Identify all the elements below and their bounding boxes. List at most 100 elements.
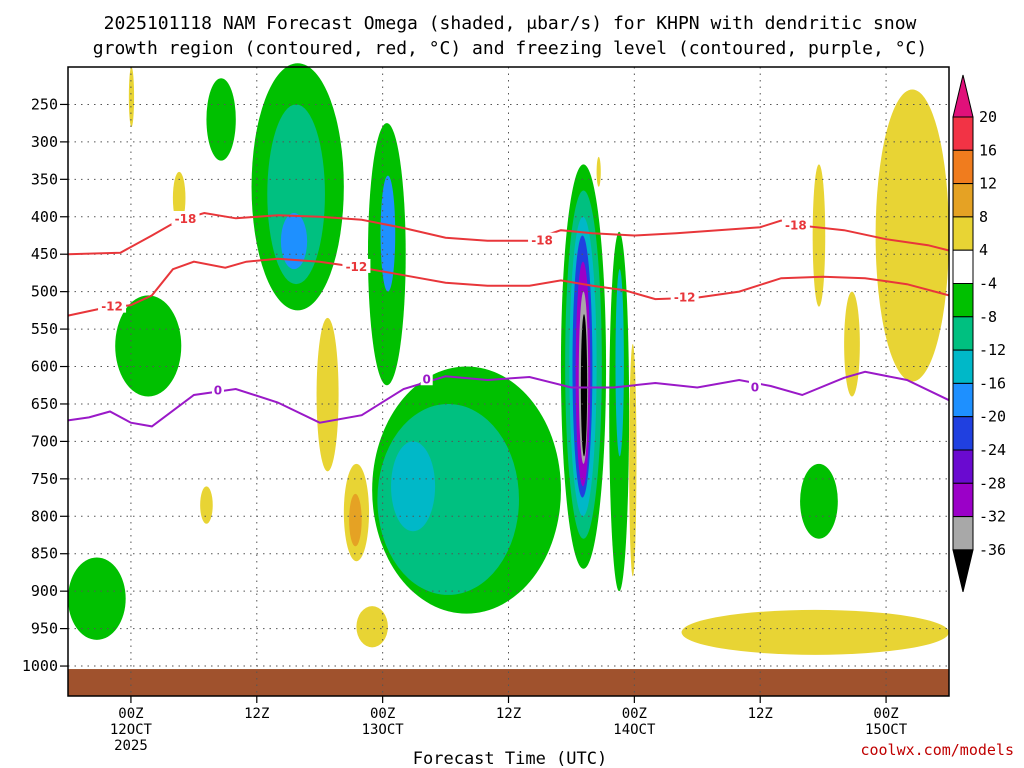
xtick-label-78-2: 15OCT [865, 722, 908, 738]
xtick-label-6-3: 2025 [114, 738, 148, 754]
colorbar-label-7: -8 [979, 308, 997, 326]
omega-region-upper-a [206, 78, 236, 161]
ytick-label-300: 300 [31, 133, 58, 151]
isotherm-minus-18-label-bg-1 [171, 211, 200, 226]
omega-region-main-b-core [380, 175, 396, 292]
colorbar-segment-1 [952, 116, 974, 151]
isotherm-minus-12-label-2: -12 [346, 260, 368, 274]
ytick-label-950: 950 [31, 620, 58, 638]
isotherm-minus-12-label-bg-2 [342, 258, 371, 273]
ytick-label-350: 350 [31, 170, 58, 188]
colorbar-segment-3 [952, 183, 974, 218]
colorbar-label-2: 16 [979, 141, 997, 159]
xtick-label-66-1: 12Z [748, 706, 773, 722]
omega-region-main-a-inner [280, 213, 308, 270]
xtick-label-30-1: 00Z [370, 706, 395, 722]
isotherm-minus-18-label-bg-3 [781, 217, 810, 232]
title-line-1: 2025101118 NAM Forecast Omega (shaded, μ… [104, 13, 917, 34]
omega-region-plume-inner [391, 441, 436, 532]
isotherm-zero-label-bg-1 [211, 382, 224, 397]
ytick-label-900: 900 [31, 582, 58, 600]
colorbar-segment-13 [952, 516, 974, 551]
colorbar: 20 16 12 8 4 -4 -8 -12 -16 -20 -24 -28 -32 -36 [952, 74, 1006, 593]
chart-title: 2025101118 NAM Forecast Omega (shaded, μ… [93, 13, 927, 59]
ascent-region-lower-a-core [349, 493, 362, 547]
colorbar-segment-12 [952, 482, 974, 518]
xtick-label-54-2: 14OCT [613, 722, 656, 738]
isotherm-zero-label-bg-2 [420, 371, 433, 386]
colorbar-label-5: 4 [979, 241, 988, 259]
ytick-label-850: 850 [31, 545, 58, 563]
omega-region-late-lowlevel [800, 463, 838, 539]
colorbar-label-6: -4 [979, 275, 997, 293]
isotherm-minus-12-label-bg-3 [670, 289, 699, 304]
colorbar-segment-10 [952, 416, 974, 451]
ascent-region-mid-a [316, 317, 339, 472]
xtick-label-54-1: 00Z [622, 706, 647, 722]
colorbar-label-9: -16 [979, 374, 1006, 392]
xtick-label-30-2: 13OCT [362, 722, 405, 738]
colorbar-label-4: 8 [979, 208, 988, 226]
colorbar-label-12: -28 [979, 474, 1006, 492]
ytick-label-500: 500 [31, 283, 58, 301]
colorbar-segment-2 [952, 149, 974, 185]
isotherm-zero-label-3: 0 [751, 380, 759, 394]
temperature-contours: -18 -18 -18 -12 -12 -12 0 0 0 [67, 211, 950, 428]
omega-shading [68, 63, 950, 655]
colorbar-segment-5 [952, 249, 974, 284]
ytick-label-250: 250 [31, 95, 58, 113]
ascent-region-surface-b [681, 609, 949, 655]
gridlines [68, 67, 949, 696]
colorbar-label-14: -36 [979, 541, 1006, 559]
colorbar-label-8: -12 [979, 341, 1006, 359]
colorbar-bottom-arrow [952, 549, 974, 593]
ytick-label-450: 450 [31, 245, 58, 263]
ascent-region-late-column [812, 164, 826, 307]
colorbar-segment-11 [952, 449, 974, 484]
xtick-label-42-1: 12Z [496, 706, 521, 722]
colorbar-label-3: 12 [979, 175, 997, 193]
x-axis-label: Forecast Time (UTC) [413, 749, 607, 768]
ytick-label-1000: 1000 [22, 657, 58, 675]
ytick-label-700: 700 [31, 432, 58, 450]
ytick-label-650: 650 [31, 395, 58, 413]
xtick-label-78-1: 00Z [873, 706, 898, 722]
isotherm-zero-label-2: 0 [423, 372, 431, 386]
ascent-region-upper-b [596, 156, 601, 187]
isotherm-minus-18-label-2: -18 [531, 234, 553, 248]
colorbar-segment-9 [952, 382, 974, 418]
colorbar-label-10: -20 [979, 408, 1006, 426]
isotherm-minus-18-label-bg-2 [528, 232, 557, 247]
ytick-label-750: 750 [31, 470, 58, 488]
isotherm-zero-label-bg-3 [748, 379, 761, 394]
omega-region-second-peak-core [615, 269, 624, 457]
ascent-region-upper-thin [128, 67, 135, 127]
pressure-axis: 250 300 350 400 450 500 550 600 650 700 750 800 850 9… [22, 95, 68, 675]
ascent-region-between-peaks [629, 344, 637, 577]
colorbar-label-11: -24 [979, 441, 1006, 459]
colorbar-segment-8 [952, 349, 974, 384]
isotherm-minus-18-label-3: -18 [785, 219, 807, 233]
colorbar-label-1: 20 [979, 108, 997, 126]
ytick-label-400: 400 [31, 208, 58, 226]
ytick-label-550: 550 [31, 320, 58, 338]
ytick-label-600: 600 [31, 358, 58, 376]
ascent-region-late-mid [844, 291, 860, 397]
title-line-2: growth region (contoured, red, °C) and f… [93, 38, 927, 59]
ascent-region-day1-low [200, 486, 213, 524]
colorbar-segment-6 [952, 283, 974, 318]
xtick-label-6-2: 12OCT [110, 722, 153, 738]
isotherm-minus-12-label-3: -12 [674, 291, 696, 305]
ascent-region-late-tall [875, 89, 950, 382]
isotherm-minus-18-label-1: -18 [175, 212, 197, 226]
omega-region-day1-midlevel [115, 295, 182, 397]
isotherm-zero-line [67, 370, 950, 428]
colorbar-top-arrow [952, 74, 974, 118]
ytick-label-800: 800 [31, 507, 58, 525]
ascent-region-surface-a [356, 606, 388, 648]
colorbar-segment-7 [952, 316, 974, 351]
isotherm-zero-label-1: 0 [214, 383, 222, 397]
isotherm-minus-12-line [67, 257, 950, 317]
xtick-label-6-1: 00Z [118, 706, 143, 722]
